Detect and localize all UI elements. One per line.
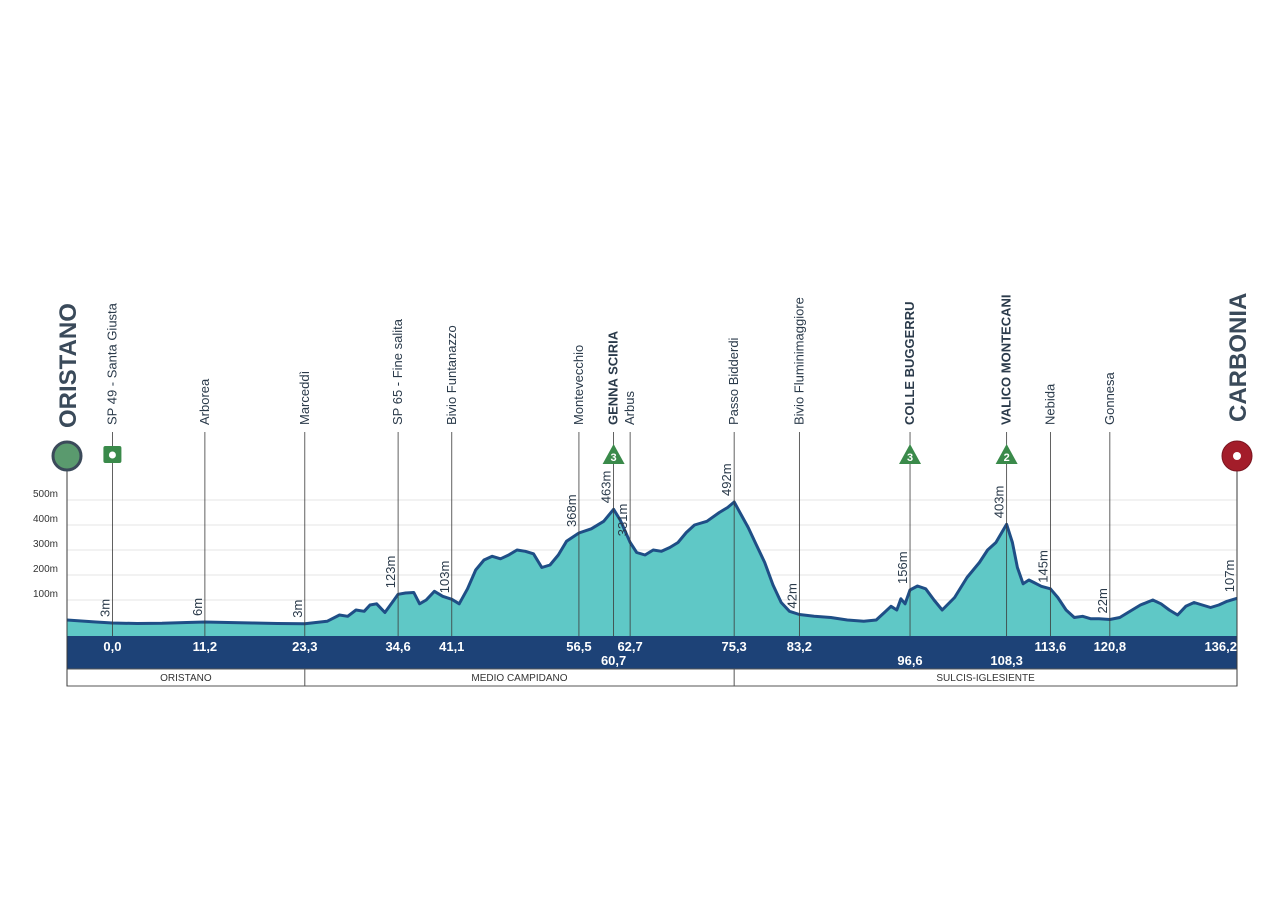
km-label: 60,7 bbox=[601, 653, 626, 668]
climb-category-icon bbox=[995, 444, 1018, 464]
km-label: 83,2 bbox=[787, 639, 812, 654]
waypoint-label: Bivio Funtanazzo bbox=[444, 325, 459, 425]
elevation-label: 145m bbox=[1035, 550, 1050, 583]
region-label: ORISTANO bbox=[160, 673, 212, 684]
km-label: 34,6 bbox=[385, 639, 410, 654]
climb-category-label: 3 bbox=[611, 452, 617, 464]
km-band-bar bbox=[67, 636, 1237, 669]
finish-city-label: CARBONIA bbox=[1225, 293, 1252, 422]
elevation-label: 6m bbox=[190, 598, 205, 616]
waypoint-label: Montevecchio bbox=[571, 345, 586, 425]
y-tick-label: 100m bbox=[33, 589, 58, 600]
region-strip: ORISTANO MEDIO CAMPIDANO SULCIS-IGLESIENTE bbox=[66, 668, 1238, 687]
waypoint-label: Passo Bidderdi bbox=[726, 337, 741, 425]
elevation-label: 492m bbox=[719, 463, 734, 496]
climb-category-icon bbox=[602, 444, 625, 464]
waypoint-label: GENNA SCIRIA bbox=[606, 330, 621, 425]
elevation-label: 3m bbox=[290, 600, 305, 618]
y-tick-label: 500m bbox=[33, 489, 58, 500]
elevation-label: 463m bbox=[599, 471, 614, 504]
km-label: 41,1 bbox=[439, 639, 464, 654]
km-label: 23,3 bbox=[292, 639, 317, 654]
km-label: 0,0 bbox=[103, 639, 121, 654]
km-label: 56,5 bbox=[566, 639, 591, 654]
start-city-label: ORISTANO bbox=[55, 303, 82, 428]
climb-category-icon bbox=[899, 444, 922, 464]
region-strip-box bbox=[66, 668, 1238, 687]
waypoint-label: Bivio Fluminimaggiore bbox=[791, 297, 806, 425]
waypoint-label: Arbus bbox=[622, 391, 637, 425]
elevation-label: 403m bbox=[992, 486, 1007, 519]
elevation-line bbox=[66, 500, 1238, 626]
elevation-label: 22m bbox=[1095, 588, 1110, 613]
region-label: SULCIS-IGLESIENTE bbox=[936, 673, 1035, 684]
waypoint-labels: SP 49 - Santa Giusta 3m 0,0 Arborea 6m 11,2 Ma… bbox=[97, 295, 1237, 668]
y-tick-label: 200m bbox=[33, 564, 58, 575]
km-label: 120,8 bbox=[1094, 639, 1127, 654]
km-label: 96,6 bbox=[897, 653, 922, 668]
km-label: 62,7 bbox=[617, 639, 642, 654]
km-label: 108,3 bbox=[990, 653, 1023, 668]
waypoint-label: COLLE BUGGERRU bbox=[902, 302, 917, 426]
y-axis-ticks: 500m 400m 300m 200m 100m bbox=[33, 489, 58, 600]
elevation-label: 156m bbox=[895, 551, 910, 584]
finish-marker-dot bbox=[1233, 452, 1241, 460]
waypoint-label: Nebida bbox=[1042, 383, 1057, 425]
region-label: MEDIO CAMPIDANO bbox=[471, 673, 567, 684]
km-label: 11,2 bbox=[193, 639, 218, 654]
climb-category-label: 3 bbox=[907, 452, 913, 464]
city-labels: ORISTANO CARBONIA bbox=[51, 293, 1253, 686]
climb-category-label: 2 bbox=[1004, 452, 1010, 464]
waypoint-label: SP 65 - Fine salita bbox=[390, 318, 405, 425]
waypoint-label: Marceddì bbox=[297, 371, 312, 425]
elevation-label: 103m bbox=[437, 561, 452, 594]
elevation-area-layer bbox=[66, 500, 1238, 636]
km-label: 113,6 bbox=[1034, 639, 1066, 654]
km-band bbox=[67, 636, 1237, 669]
waypoint-label: SP 49 - Santa Giusta bbox=[104, 302, 119, 425]
waypoint-label: Arborea bbox=[197, 378, 212, 425]
km-label: 136,2 bbox=[1204, 639, 1237, 654]
km-label: 75,3 bbox=[721, 639, 746, 654]
elevation-label: 3m bbox=[97, 599, 112, 617]
y-tick-label: 400m bbox=[33, 514, 58, 525]
elevation-label: 331m bbox=[615, 504, 630, 537]
elevation-area bbox=[67, 502, 1237, 636]
sprint-icon-dot bbox=[108, 451, 116, 459]
elevation-label: 368m bbox=[564, 494, 579, 527]
waypoint-label: VALICO MONTECANI bbox=[999, 295, 1014, 425]
elevation-label: 107m bbox=[1222, 560, 1237, 593]
elevation-label: 123m bbox=[383, 556, 398, 589]
waypoint-label: Gonnesa bbox=[1102, 371, 1117, 425]
y-tick-label: 300m bbox=[33, 539, 58, 550]
elevation-label: 42m bbox=[784, 583, 799, 608]
waypoint-lines bbox=[112, 432, 1111, 636]
start-marker-icon bbox=[51, 440, 83, 472]
